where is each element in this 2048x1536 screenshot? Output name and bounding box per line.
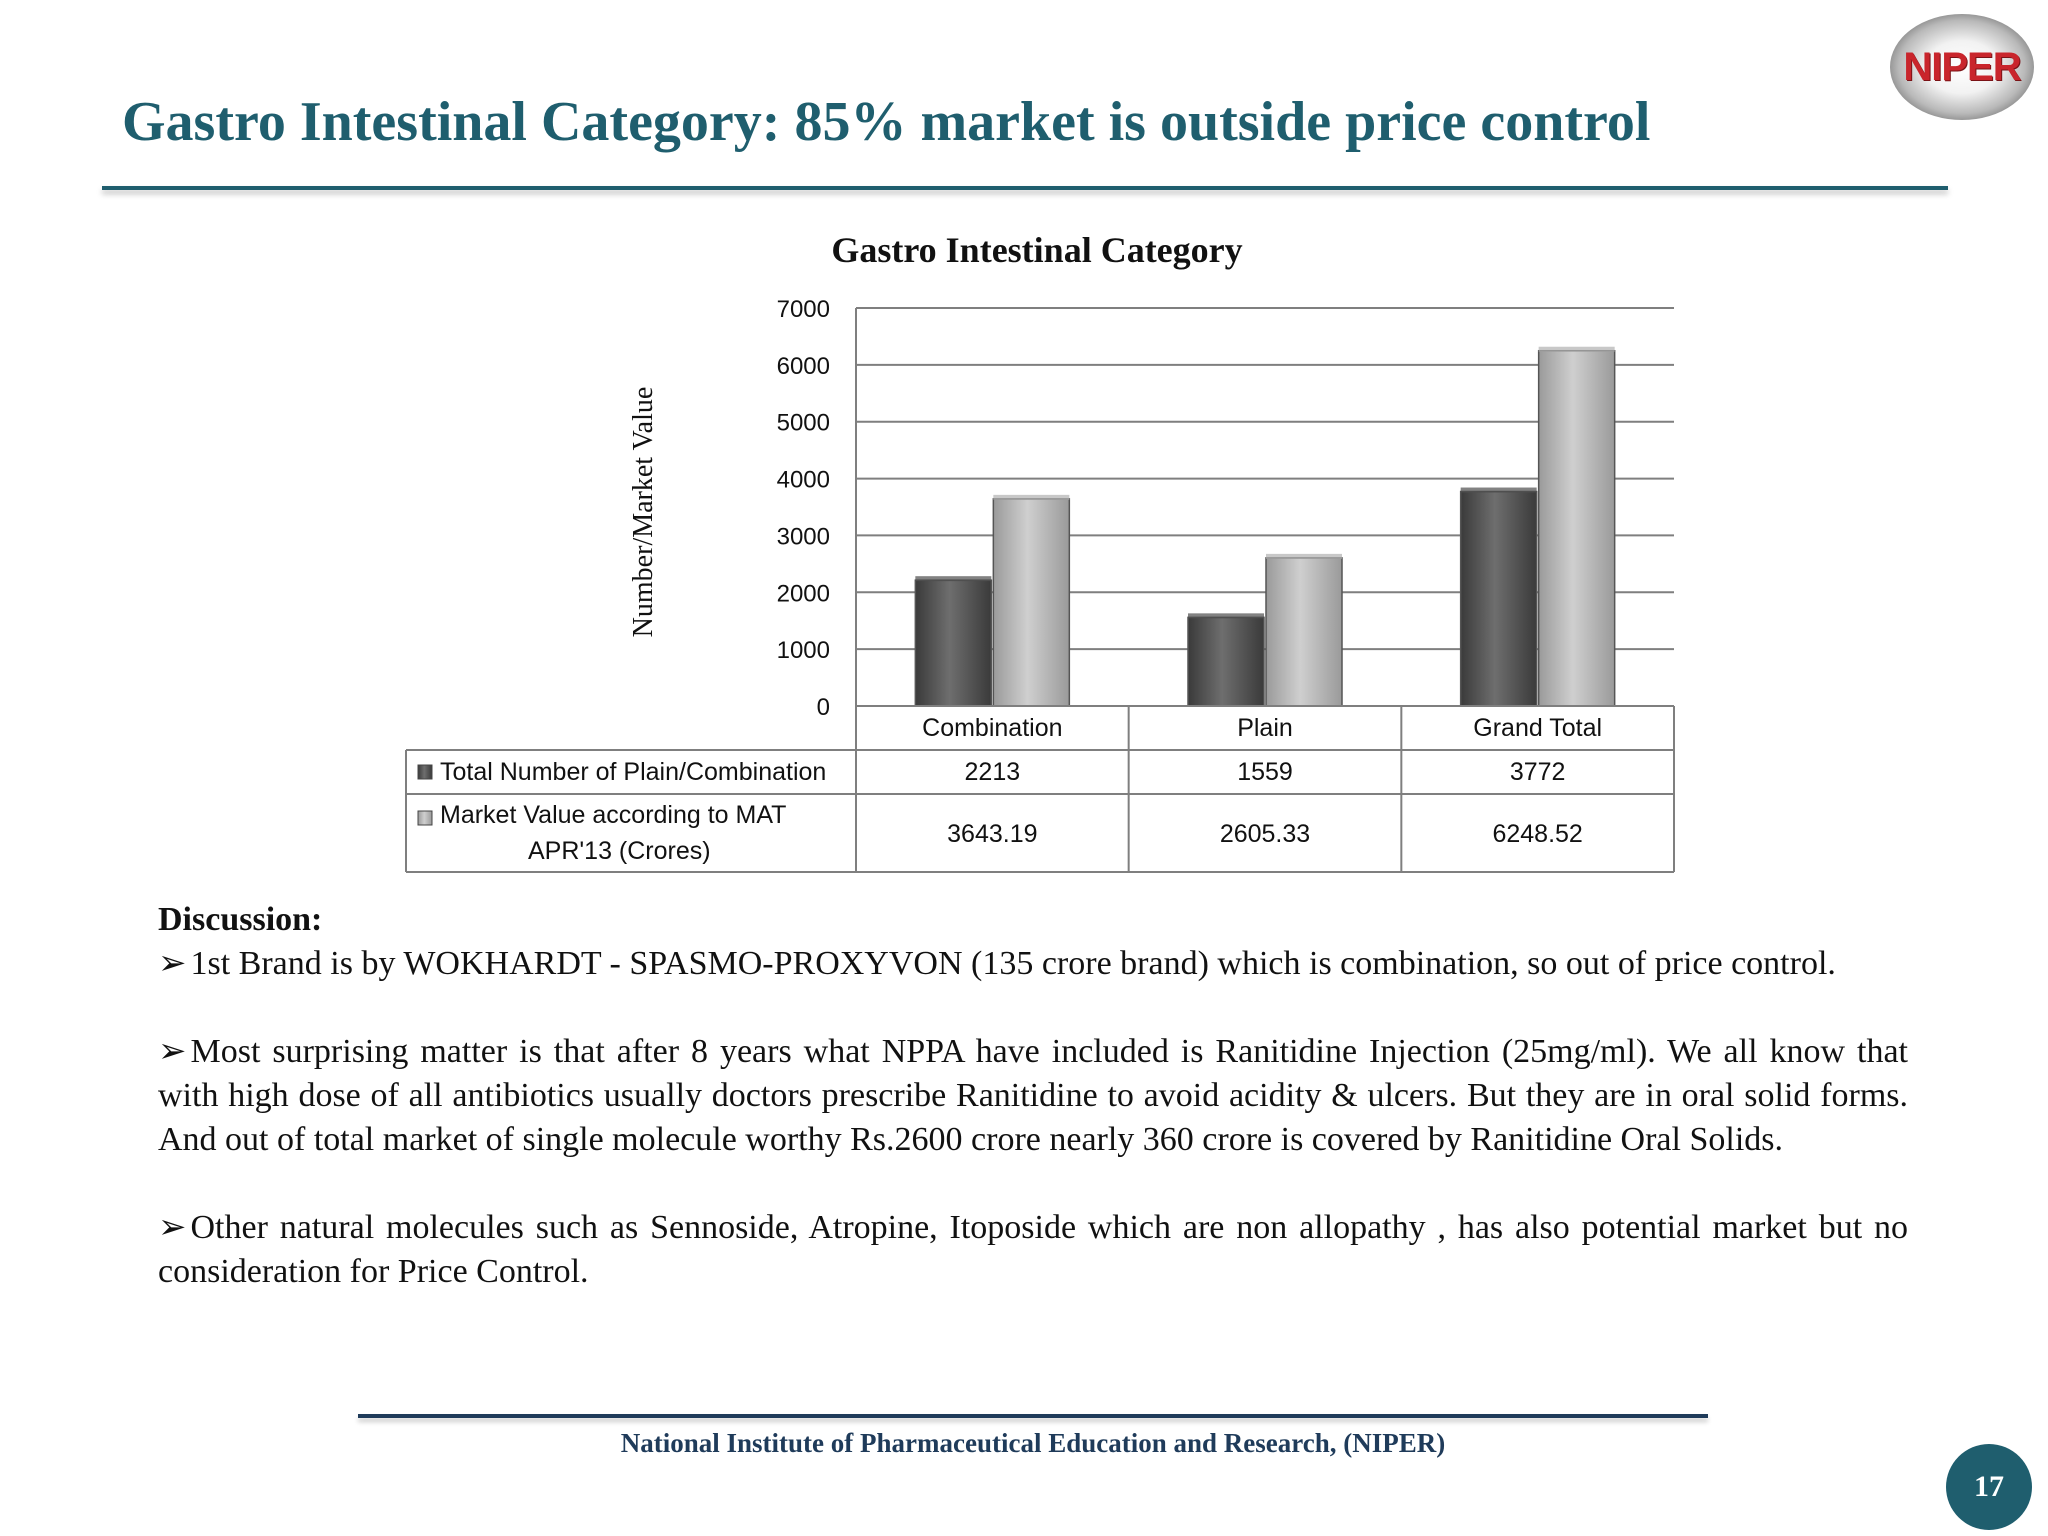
category-label: Grand Total [1473, 714, 1602, 742]
legend-swatch [417, 810, 433, 826]
bullet-text: Other natural molecules such as Sennosid… [158, 1209, 1908, 1290]
footer-divider [358, 1414, 1708, 1418]
y-tick-label: 0 [817, 694, 830, 721]
y-tick-label: 4000 [777, 467, 830, 494]
discussion-bullet-2: ➢ Most surprising matter is that after 8 … [158, 1030, 1908, 1162]
data-table: Combination Plain Grand Total 2213 1559 3772 3… [405, 705, 1675, 873]
bullet-text: 1st Brand is by WOKHARDT - SPASMO-PROXYV… [190, 945, 1836, 982]
niper-logo: NIPER [1890, 14, 2034, 120]
bar-top [915, 576, 992, 582]
bullet-arrow-icon: ➢ [158, 1033, 187, 1070]
y-tick-label: 3000 [777, 523, 830, 550]
legend-entry: Total Number of Plain/Combination [440, 758, 826, 786]
bar-top [1266, 553, 1342, 559]
data-label: 6248.52 [1492, 820, 1582, 848]
y-tick-label: 6000 [777, 353, 830, 380]
bullet-arrow-icon: ➢ [158, 1209, 187, 1246]
data-label: 2605.33 [1220, 820, 1310, 848]
bar-top [1538, 346, 1615, 352]
y-tick-label: 5000 [777, 410, 830, 437]
bar [992, 498, 1071, 707]
data-label: 3643.19 [947, 820, 1037, 848]
bar [1537, 349, 1616, 707]
legend-entry: Market Value according to MAT APR'13 (Cro… [440, 801, 786, 865]
footer-institution: National Institute of Pharmaceutical Edu… [620, 1428, 1446, 1458]
bullet-text: Most surprising matter is that after 8 y… [158, 1033, 1908, 1158]
y-tick-label: 2000 [777, 580, 830, 607]
discussion-heading: Discussion: [158, 901, 323, 938]
chart-title: Gastro Intestinal Category [831, 230, 1242, 270]
category-label: Combination [922, 714, 1062, 742]
bar-top [1460, 487, 1537, 493]
data-label: 3772 [1510, 758, 1566, 786]
y-tick-label: 1000 [777, 637, 830, 664]
y-axis-label: Number/Market Value [628, 387, 659, 638]
y-tick-labels: 0 1000 2000 3000 4000 5000 6000 7000 [777, 296, 830, 721]
discussion-bullet-3: ➢ Other natural molecules such as Sennosi… [158, 1206, 1908, 1294]
discussion-bullet-1: ➢ 1st Brand is by WOKHARDT - SPASMO-PROXY… [158, 942, 1908, 986]
bar [1459, 490, 1538, 707]
bar-top [1188, 613, 1264, 619]
bar [1187, 616, 1265, 707]
slide-title: Gastro Intestinal Category: 85% market i… [122, 91, 1651, 153]
title-divider [102, 186, 1948, 190]
y-tick-label: 7000 [777, 296, 830, 323]
bar-chart: Gastro Intestinal Category Number/Market… [405, 230, 1675, 873]
legend-swatch [417, 764, 433, 780]
bar [1265, 557, 1343, 707]
category-label: Plain [1237, 714, 1293, 742]
bullet-arrow-icon: ➢ [158, 945, 187, 982]
bar-top [993, 494, 1070, 500]
data-label: 1559 [1237, 758, 1293, 786]
bars [914, 346, 1616, 707]
discussion-section: Discussion: ➢ 1st Brand is by WOKHARDT - … [158, 898, 1908, 1338]
data-label: 2213 [965, 758, 1021, 786]
logo-text: NIPER [1903, 44, 2021, 89]
page-number-badge: 17 [1946, 1444, 2032, 1530]
bar [914, 579, 993, 707]
